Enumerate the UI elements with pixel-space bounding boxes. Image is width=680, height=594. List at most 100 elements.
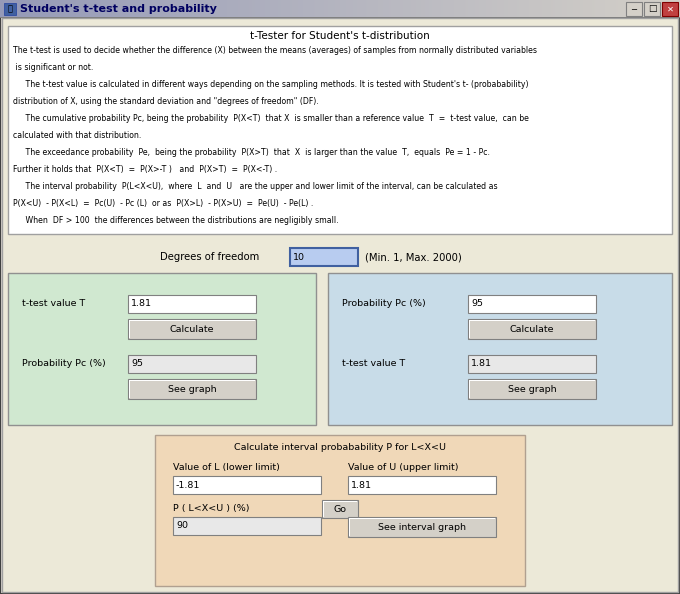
Bar (449, 0, 450, 18)
Text: Further it holds that  P(X<T)  =  P(X>-T )   and  P(X>T)  =  P(X<-T) .: Further it holds that P(X<T) = P(X>-T ) … (13, 165, 277, 174)
Bar (387, 0, 388, 18)
Bar (464, 0, 465, 18)
Bar (552, 0, 553, 18)
Bar (51, 0, 52, 18)
Bar (128, 0, 129, 18)
Bar (595, 0, 596, 18)
Bar (27, 0, 28, 18)
Bar (343, 0, 344, 18)
Bar (647, 0, 648, 18)
Bar (340, 0, 341, 18)
Bar (491, 0, 492, 18)
Bar (452, 0, 453, 18)
Text: calculated with that distribution.: calculated with that distribution. (13, 131, 141, 140)
Bar (531, 0, 532, 18)
Bar (562, 0, 563, 18)
Bar (324, 0, 325, 18)
Bar (577, 0, 578, 18)
Bar (266, 0, 267, 18)
Bar (579, 0, 580, 18)
Bar (161, 0, 162, 18)
Bar (445, 0, 446, 18)
Bar (228, 0, 229, 18)
Bar (362, 0, 363, 18)
Bar (42, 0, 43, 18)
Bar (290, 248, 358, 266)
Bar (18, 0, 19, 18)
Bar (284, 0, 285, 18)
Bar (494, 0, 495, 18)
Bar (477, 0, 478, 18)
Bar (544, 0, 545, 18)
Bar (611, 0, 612, 18)
Bar (147, 0, 148, 18)
Bar (516, 0, 517, 18)
Bar (142, 0, 143, 18)
Bar (72, 0, 73, 18)
Bar (290, 0, 291, 18)
Bar (378, 0, 379, 18)
Bar (399, 0, 400, 18)
Bar (653, 0, 654, 18)
Bar (519, 0, 520, 18)
Bar (99, 0, 100, 18)
Bar (478, 0, 479, 18)
Bar (58, 0, 59, 18)
Bar (645, 0, 646, 18)
Bar (189, 0, 190, 18)
Bar (11, 0, 12, 18)
Bar (598, 0, 599, 18)
Bar (607, 0, 608, 18)
Bar (239, 0, 240, 18)
Bar (468, 355, 596, 373)
Bar (195, 0, 196, 18)
Bar (660, 0, 661, 18)
Bar (173, 517, 321, 535)
Bar (34, 0, 35, 18)
Bar (448, 0, 449, 18)
Bar (69, 0, 70, 18)
Text: 10: 10 (293, 252, 305, 261)
Bar (669, 0, 670, 18)
Bar (597, 0, 598, 18)
Bar (175, 0, 176, 18)
Bar (589, 0, 590, 18)
Bar (469, 380, 470, 398)
Bar (359, 0, 360, 18)
Bar (185, 0, 186, 18)
Bar (30, 0, 31, 18)
Bar (667, 0, 668, 18)
Bar (134, 0, 135, 18)
Bar (128, 379, 256, 399)
Bar (527, 0, 528, 18)
Bar (213, 0, 214, 18)
Text: Probability Pc (%): Probability Pc (%) (342, 299, 426, 308)
Bar (271, 0, 272, 18)
Bar (485, 0, 486, 18)
Bar (181, 0, 182, 18)
Bar (4, 3, 16, 15)
Bar (188, 0, 189, 18)
Bar (450, 0, 451, 18)
Bar (123, 0, 124, 18)
Bar (244, 0, 245, 18)
Bar (545, 0, 546, 18)
Bar (476, 0, 477, 18)
Bar (25, 0, 26, 18)
Bar (221, 0, 222, 18)
Bar (409, 0, 410, 18)
Bar (526, 0, 527, 18)
Bar (277, 0, 278, 18)
Bar (313, 0, 314, 18)
Bar (50, 0, 51, 18)
Bar (150, 0, 151, 18)
Bar (602, 0, 603, 18)
Bar (33, 0, 34, 18)
Bar (328, 273, 672, 425)
Bar (316, 0, 317, 18)
Bar (128, 355, 256, 373)
Bar (551, 0, 552, 18)
Bar (77, 0, 78, 18)
Bar (243, 0, 244, 18)
Text: 90: 90 (176, 522, 188, 530)
